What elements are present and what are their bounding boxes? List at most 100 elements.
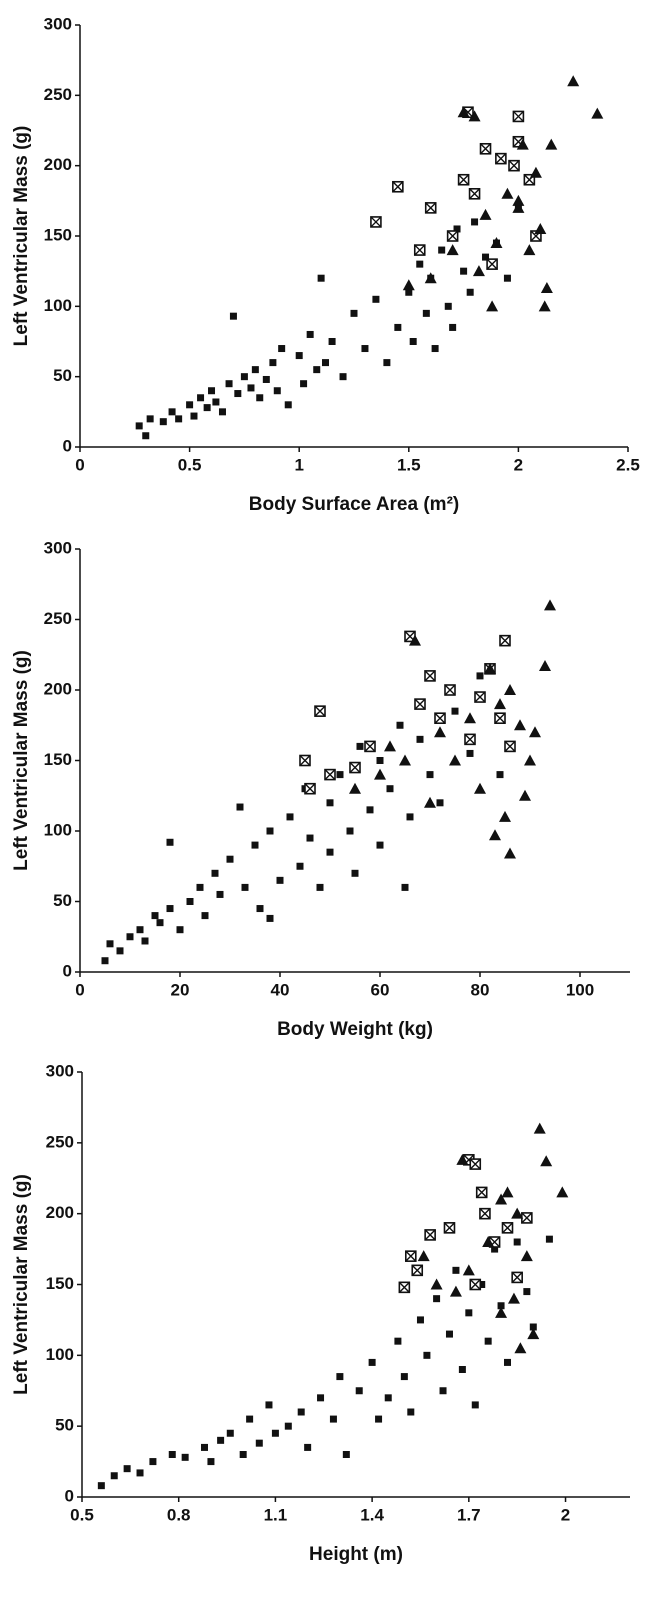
cross <box>504 740 516 752</box>
data-point <box>404 1250 417 1262</box>
y-tick-label: 300 <box>46 1061 74 1080</box>
data-point <box>533 1122 546 1134</box>
data-point <box>159 418 167 426</box>
square-marker <box>286 813 294 821</box>
cross <box>349 762 361 774</box>
x-tick-label: 0.8 <box>167 1505 191 1524</box>
y-tick-label: 150 <box>46 1274 74 1293</box>
square-marker <box>484 1337 492 1345</box>
data-point <box>521 1212 533 1224</box>
data-point <box>484 662 496 674</box>
data-point <box>176 926 184 934</box>
triangle-marker <box>472 265 485 277</box>
triangle-marker <box>556 1186 569 1198</box>
cross <box>424 1229 436 1241</box>
y-tick-label: 200 <box>44 679 72 698</box>
data-point <box>478 1281 486 1288</box>
data-point <box>351 869 359 877</box>
data-point <box>474 691 486 703</box>
y-tick-label: 150 <box>44 750 72 769</box>
cross <box>299 755 311 766</box>
triangle-marker <box>482 1236 495 1247</box>
square-marker <box>110 1472 118 1480</box>
triangle-marker <box>591 107 604 119</box>
triangle-marker <box>516 138 529 150</box>
square-marker <box>471 218 479 226</box>
y-tick-label: 300 <box>44 538 72 557</box>
data-point <box>101 957 109 965</box>
data-point <box>208 387 216 395</box>
data-point <box>479 1207 491 1220</box>
x-tick-label: 40 <box>271 980 290 999</box>
cross <box>512 110 524 122</box>
square-marker <box>186 401 194 409</box>
data-point <box>495 1306 508 1318</box>
data-point <box>342 1451 350 1458</box>
data-point <box>511 1207 524 1219</box>
data-point <box>540 282 553 294</box>
triangle-marker <box>520 1250 533 1262</box>
cross <box>494 712 506 724</box>
square-marker <box>401 883 409 891</box>
square-marker <box>126 933 134 941</box>
data-point <box>181 1453 189 1461</box>
triangle-marker <box>409 634 421 646</box>
cross <box>480 143 492 155</box>
data-point <box>374 768 386 780</box>
data-point <box>464 712 476 724</box>
data-point <box>339 373 347 381</box>
data-point <box>472 265 485 277</box>
square-marker <box>478 1281 486 1288</box>
x-tick-label: 2 <box>514 455 523 474</box>
square-marker <box>366 806 374 814</box>
square-marker <box>271 1429 279 1437</box>
triangle-marker <box>501 187 514 199</box>
cross <box>447 230 459 242</box>
triangle-marker <box>384 740 396 752</box>
data-point <box>484 1337 492 1345</box>
data-point <box>520 1250 533 1262</box>
cross <box>392 181 404 193</box>
triangle-marker <box>474 782 486 794</box>
data-point <box>512 110 525 123</box>
cross <box>495 153 507 165</box>
square-marker <box>251 366 259 374</box>
triangle-marker <box>499 810 511 822</box>
data-point <box>475 1186 488 1199</box>
y-tick-label: 250 <box>46 1132 74 1151</box>
data-point <box>466 749 474 757</box>
triangle-marker <box>424 272 437 284</box>
triangle-marker <box>457 106 470 118</box>
square-marker <box>339 373 347 381</box>
data-point <box>495 152 507 165</box>
data-point <box>197 394 205 402</box>
data-point <box>273 387 281 395</box>
data-point <box>284 401 292 409</box>
square-marker <box>176 926 184 934</box>
y-tick-label: 200 <box>46 1203 74 1222</box>
triangle-marker <box>434 726 446 738</box>
data-point <box>434 712 446 725</box>
square-marker <box>266 827 274 835</box>
y-tick-label: 50 <box>53 891 72 910</box>
data-point <box>269 359 277 367</box>
y-axis-label: Left Ventricular Mass (g) <box>11 650 32 871</box>
triangle-marker <box>495 1193 508 1205</box>
data-point <box>284 1422 292 1430</box>
data-point <box>490 237 503 249</box>
data-point <box>512 194 525 206</box>
triangle-marker <box>479 208 492 220</box>
square-marker <box>306 834 314 842</box>
data-point <box>246 1415 254 1423</box>
data-point <box>503 274 511 282</box>
square-marker <box>529 1323 537 1331</box>
x-tick-label: 1.7 <box>457 1505 481 1524</box>
square-marker <box>284 1422 292 1430</box>
data-point <box>399 754 411 766</box>
data-point <box>226 1429 234 1437</box>
cross <box>414 698 426 710</box>
data-point <box>166 838 174 846</box>
data-point <box>489 829 501 841</box>
data-point <box>511 1271 523 1284</box>
square-marker <box>422 309 430 317</box>
